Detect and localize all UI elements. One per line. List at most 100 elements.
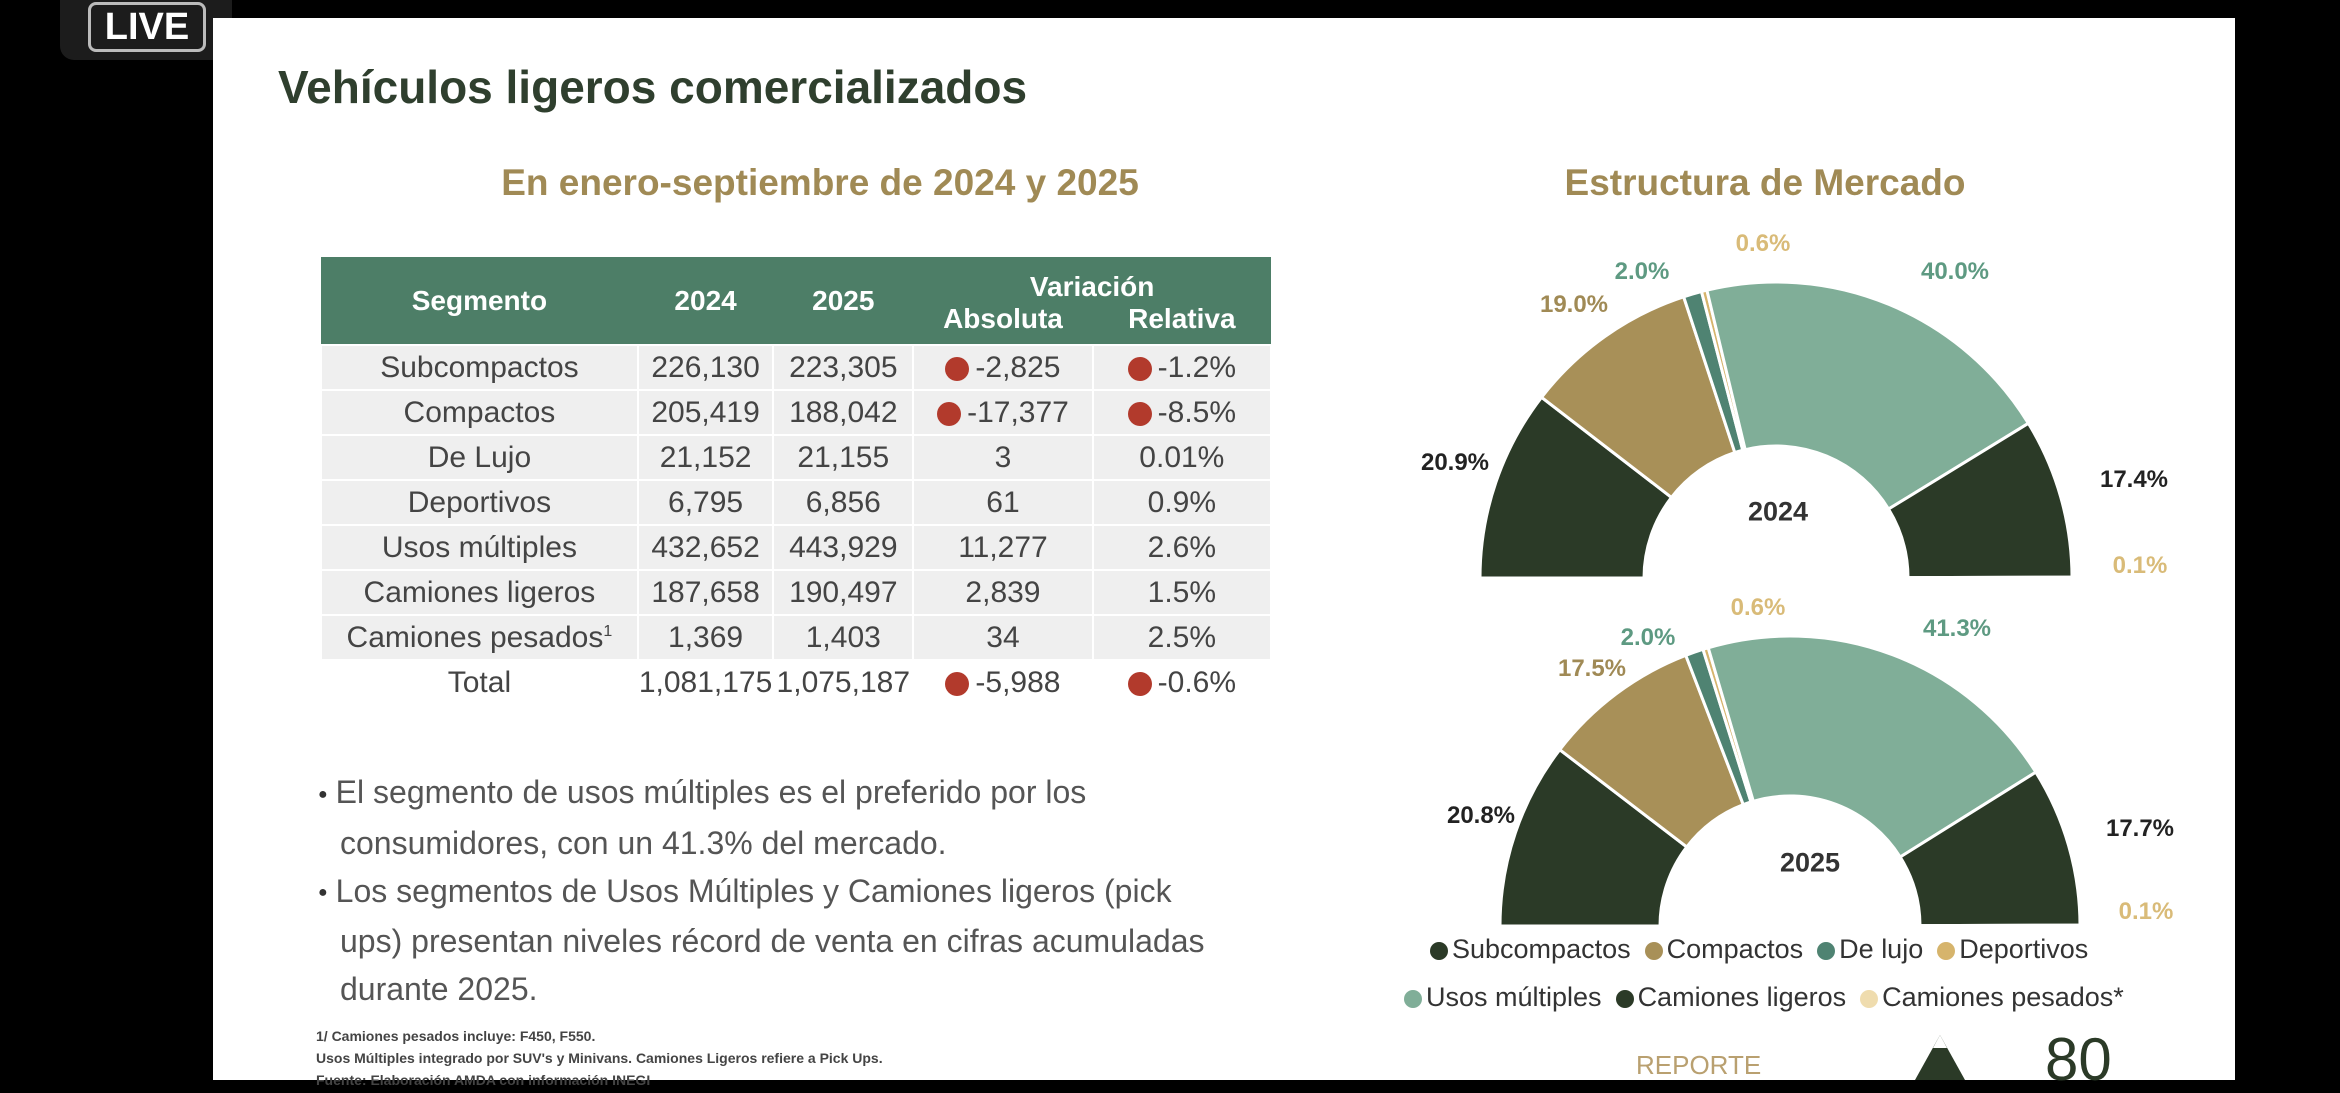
cell-relative: -8.5% [1091,389,1273,436]
cell-absolute: 2,839 [912,569,1094,616]
cell-relative: -0.6% [1091,659,1273,706]
legend-item: Subcompactos [1416,934,1631,964]
table-row: Compactos 205,419 188,042 -17,377 -8.5% [320,389,1273,436]
cell-2025: 223,305 [772,344,915,391]
cell-absolute: -5,988 [912,659,1094,706]
cell-segment: Deportivos [320,479,639,526]
cell-2025: 188,042 [772,389,915,436]
absolute-value: 2,839 [965,575,1041,609]
relative-value: -8.5% [1157,395,1237,429]
header-relative: Relativa [1092,303,1271,345]
segment-name: Subcompactos [380,350,579,384]
bullet-item: Los segmentos de Usos Múltiples y Camion… [318,867,1218,1014]
live-badge: LIVE [60,0,232,60]
cell-2025: 443,929 [772,524,915,571]
cell-relative: 0.01% [1091,434,1273,481]
legend-item: Camiones ligeros [1602,982,1847,1012]
relative-value: 2.5% [1147,620,1217,654]
data-label: 17.4% [2099,466,2169,493]
footnote: Usos Múltiples integrado por SUV's y Min… [316,1050,883,1066]
anniversary-logo: 80 [2045,1026,2112,1093]
table-row: Usos múltiples 432,652 443,929 11,277 2.… [320,524,1273,571]
legend-swatch-icon [1404,989,1422,1008]
table-row: Deportivos 6,795 6,856 61 0.9% [320,479,1273,526]
cell-absolute: -2,825 [912,344,1094,391]
cell-2025: 1,075,187 [772,659,915,706]
header-2024: 2024 [637,257,774,345]
footnote: 1/ Camiones pesados incluye: F450, F550. [316,1028,596,1044]
legend-item: Camiones pesados* [1846,982,2124,1012]
legend-label: Subcompactos [1452,934,1631,964]
cell-segment: Camiones ligeros [320,569,639,616]
data-label: 17.7% [2105,815,2175,842]
header-segment: Segmento [321,257,638,345]
donut-segment-2025-camiones-pesados- [1918,923,2082,928]
data-label: 0.1% [2112,552,2168,579]
live-label: LIVE [88,2,206,52]
relative-value: 1.5% [1147,575,1217,609]
legend-swatch-icon [1644,941,1663,960]
cell-absolute: 34 [912,614,1094,661]
cell-relative: 2.6% [1091,524,1273,571]
legend-row: Subcompactos Compactos De lujo Deportivos [1416,934,2088,965]
legend-label: Compactos [1666,934,1804,964]
data-label: 20.8% [1446,802,1516,829]
table-row: Total 1,081,175 1,075,187 -5,988 -0.6% [320,659,1273,706]
segment-name: Usos múltiples [381,530,577,564]
cell-relative: 1.5% [1091,569,1273,616]
table-row: Camiones ligeros 187,658 190,497 2,839 1… [320,569,1273,616]
cell-2024: 1,081,175 [636,659,775,706]
donut-segment-2024-camiones-pesados- [1906,575,2074,580]
header-absolute: Absoluta [913,303,1093,345]
header-variation: Variación [913,257,1271,303]
year-label: 2025 [1779,847,1841,878]
donut-segment-2025-subcompactos [1498,747,1689,928]
legend-label: Usos múltiples [1426,982,1602,1012]
cell-absolute: 3 [912,434,1094,481]
data-label: 0.6% [1730,594,1786,621]
segment-name: De Lujo [427,440,532,474]
legend-swatch-icon [1860,989,1879,1008]
cell-segment: Subcompactos [320,344,639,391]
header-2025: 2025 [773,257,914,345]
legend-swatch-icon [1430,941,1448,960]
data-label: 20.9% [1420,449,1490,476]
report-label: REPORTE [1636,1050,1762,1080]
cell-2024: 432,652 [636,524,775,571]
segment-name: Camiones pesados [346,620,604,654]
cell-segment: Total [320,659,639,706]
table-subtitle: En enero-septiembre de 2024 y 2025 [501,162,1139,203]
relative-value: -0.6% [1157,665,1237,699]
cell-2024: 21,152 [636,434,775,481]
cell-relative: 0.9% [1091,479,1273,526]
data-label: 40.0% [1920,258,1990,285]
legend-swatch-icon [1615,989,1634,1008]
cell-2024: 226,130 [636,344,775,391]
segment-name: Compactos [403,395,556,429]
legend-item: Deportivos [1923,934,2088,964]
cell-2025: 190,497 [772,569,915,616]
cell-relative: 2.5% [1091,614,1273,661]
legend-swatch-icon [1817,941,1836,960]
cell-segment: Camiones pesados1 [320,614,639,661]
cell-2024: 187,658 [636,569,775,616]
cell-2025: 1,403 [772,614,915,661]
cell-segment: De Lujo [320,434,639,481]
data-label: 2.0% [1620,624,1676,651]
absolute-value: 3 [994,440,1012,474]
data-label: 41.3% [1922,615,1992,642]
cell-2025: 21,155 [772,434,915,481]
data-label: 2.0% [1614,258,1670,285]
cell-absolute: -17,377 [912,389,1094,436]
table-row: Subcompactos 226,130 223,305 -2,825 -1.2… [320,344,1273,391]
data-label: 0.1% [2118,898,2174,925]
table-row: De Lujo 21,152 21,155 3 0.01% [320,434,1273,481]
data-label: 17.5% [1557,655,1627,682]
legend-label: Camiones ligeros [1637,982,1847,1012]
mountain-logo-icon [1915,1035,1965,1080]
footnote-marker: 1 [603,622,613,640]
decrease-indicator-icon [1127,356,1152,381]
segment-name: Total [447,665,512,699]
absolute-value: 61 [986,485,1020,519]
absolute-value: 34 [986,620,1020,654]
